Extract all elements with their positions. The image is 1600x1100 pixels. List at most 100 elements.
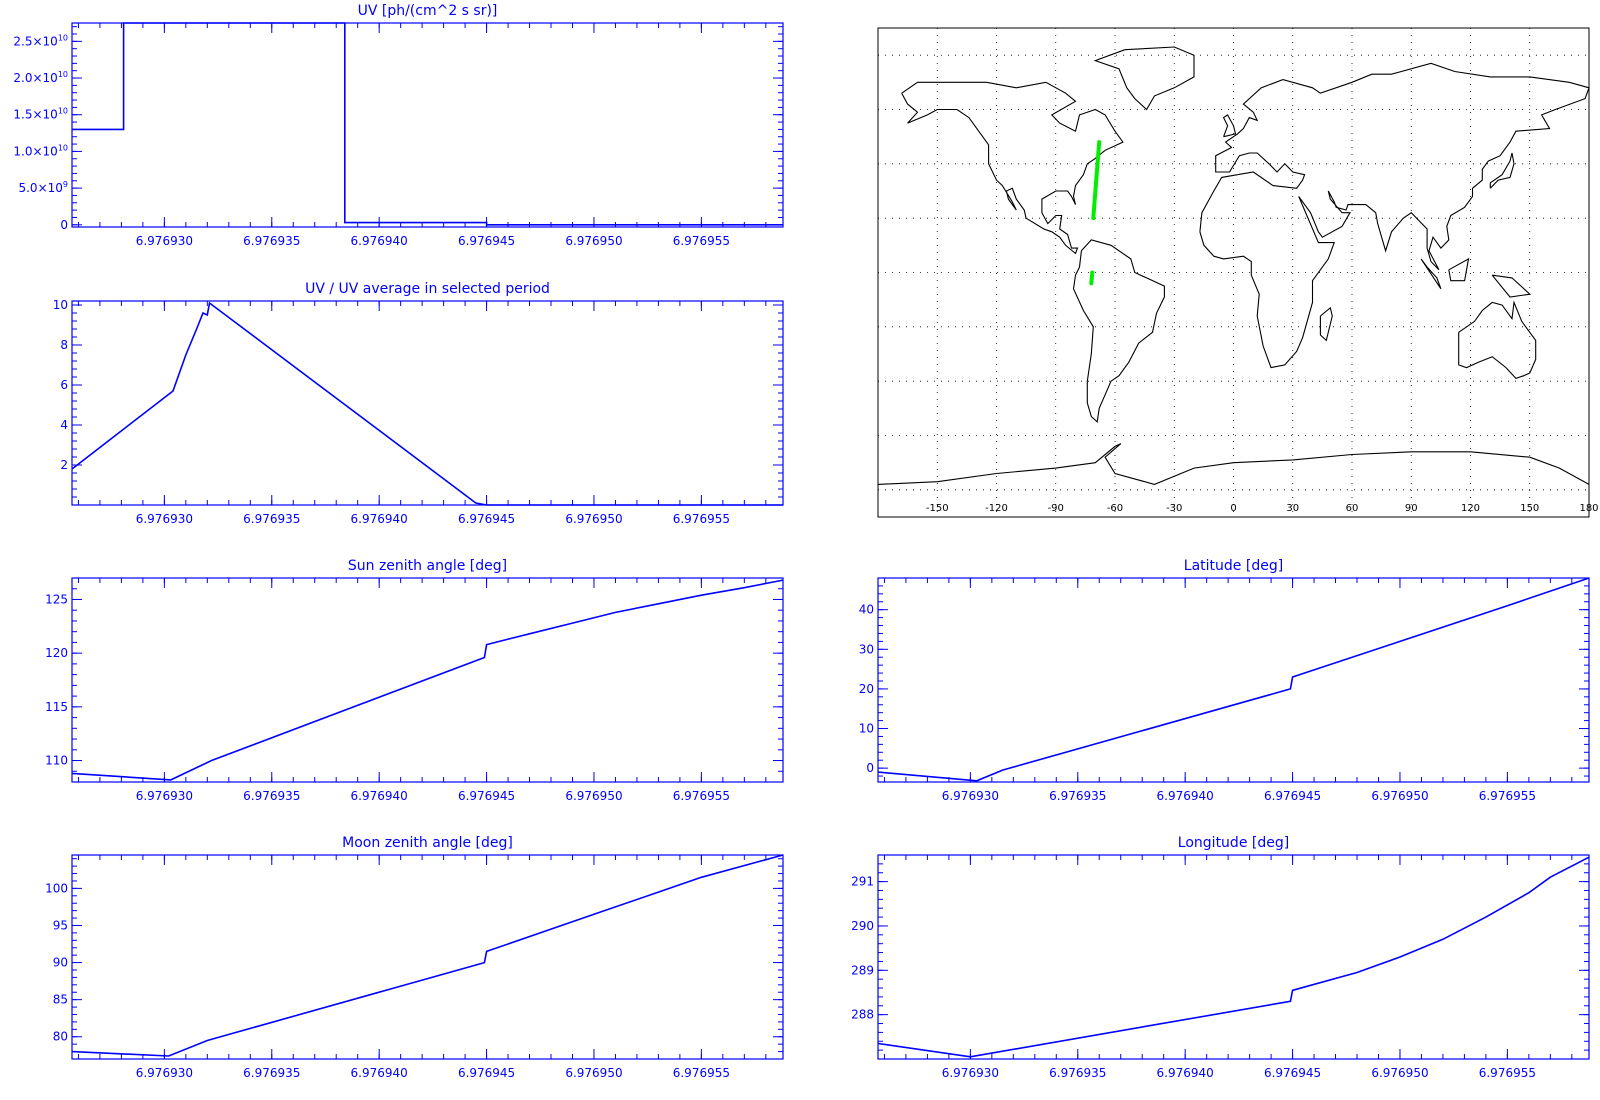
- x-tick-label: 6.976940: [351, 789, 408, 803]
- y-tick-label: 6: [60, 378, 68, 392]
- x-tick-label: 6.976930: [942, 789, 999, 803]
- coastline: [1199, 62, 1590, 369]
- x-tick-label: 6.976955: [673, 1066, 730, 1080]
- x-tick-label: 6.976950: [1371, 789, 1428, 803]
- coastline: [1489, 152, 1515, 189]
- x-tick-label: 6.976950: [565, 512, 622, 526]
- y-tick-label: 10: [53, 298, 68, 312]
- x-tick-label: 6.976945: [1264, 789, 1321, 803]
- longitude-label: 180: [1579, 503, 1598, 514]
- longitude-label: 60: [1346, 503, 1359, 514]
- y-tick-label: 4: [60, 418, 68, 432]
- chart-title: Moon zenith angle [deg]: [342, 835, 513, 851]
- x-tick-label: 6.976945: [458, 789, 515, 803]
- y-tick-label: 2.5×1010: [13, 33, 68, 48]
- x-tick-label: 6.976935: [243, 234, 300, 248]
- chart-moon-zenith: Moon zenith angle [deg] 6.976930 6.976935 6…: [45, 835, 784, 1080]
- series-line: [877, 856, 1590, 1058]
- x-tick-label: 6.976945: [1264, 1066, 1321, 1080]
- longitude-label: -90: [1048, 503, 1064, 514]
- coastline: [1093, 46, 1195, 111]
- y-tick-label: 120: [45, 646, 68, 660]
- y-tick-label: 2.0×1010: [13, 70, 68, 85]
- x-tick-label: 6.976945: [458, 1066, 515, 1080]
- series-line: [72, 22, 783, 226]
- coastline: [1319, 306, 1333, 342]
- chart-title: Latitude [deg]: [1184, 558, 1283, 574]
- y-tick-label: 125: [45, 592, 68, 606]
- x-tick-label: 6.976940: [351, 512, 408, 526]
- x-tick-label: 6.976950: [1371, 1066, 1428, 1080]
- y-tick-label: 291: [851, 875, 874, 889]
- longitude-label: -60: [1107, 503, 1123, 514]
- y-tick-label: 90: [53, 956, 68, 970]
- chart-title: UV / UV average in selected period: [305, 281, 550, 297]
- x-tick-label: 6.976940: [1157, 1066, 1214, 1080]
- longitude-label: 30: [1286, 503, 1299, 514]
- x-tick-label: 6.976940: [1157, 789, 1214, 803]
- x-tick-label: 6.976955: [673, 234, 730, 248]
- y-tick-label: 5.0×109: [18, 180, 68, 195]
- x-tick-label: 6.976940: [351, 234, 408, 248]
- chart-uv: UV [ph/(cm^2 s sr)] 6.976930 6.976935 6.976…: [13, 3, 784, 248]
- series-line: [71, 854, 784, 1057]
- chart-sun-zenith: Sun zenith angle [deg] 6.976930 6.976935 6.…: [45, 558, 784, 803]
- ground-track-segment: [1089, 270, 1095, 286]
- plot-frame: [71, 577, 784, 783]
- y-tick-label: 0: [866, 761, 874, 775]
- longitude-label: 0: [1230, 503, 1236, 514]
- x-tick-label: 6.976930: [136, 512, 193, 526]
- y-tick-label: 1.0×1010: [13, 143, 68, 158]
- y-tick-label: 100: [45, 881, 68, 895]
- x-tick-label: 6.976955: [1479, 1066, 1536, 1080]
- x-tick-label: 6.976935: [1049, 789, 1106, 803]
- coastline: [1420, 258, 1442, 290]
- y-tick-label: 1.5×1010: [13, 107, 68, 122]
- coastline: [1222, 114, 1237, 138]
- x-tick-label: 6.976945: [458, 234, 515, 248]
- coastline: [1491, 274, 1532, 298]
- longitude-label: 150: [1520, 503, 1539, 514]
- y-tick-label: 20: [859, 682, 874, 696]
- chart-title: Longitude [deg]: [1178, 835, 1289, 851]
- x-tick-label: 6.976945: [458, 512, 515, 526]
- x-tick-label: 6.976955: [673, 512, 730, 526]
- y-tick-label: 40: [859, 603, 874, 617]
- x-tick-label: 6.976930: [136, 789, 193, 803]
- y-tick-label: 30: [859, 642, 874, 656]
- y-tick-label: 0: [60, 218, 68, 232]
- series-line: [877, 577, 1590, 782]
- x-tick-label: 6.976935: [243, 512, 300, 526]
- longitude-label: -150: [926, 503, 949, 514]
- plot-frame: [71, 854, 784, 1060]
- chart-longitude: Longitude [deg] 6.976930 6.976935 6.976940 6…: [851, 835, 1590, 1080]
- longitude-label: 120: [1461, 503, 1480, 514]
- series-line: [71, 579, 784, 781]
- x-tick-label: 6.976935: [243, 789, 300, 803]
- y-tick-label: 95: [53, 918, 68, 932]
- longitude-label: 90: [1405, 503, 1418, 514]
- x-tick-label: 6.976930: [942, 1066, 999, 1080]
- plot-frame: [71, 22, 784, 228]
- y-tick-label: 288: [851, 1008, 874, 1022]
- coastline: [1448, 257, 1470, 282]
- x-tick-label: 6.976950: [565, 789, 622, 803]
- coastline: [901, 81, 1124, 255]
- ground-track: [1091, 140, 1102, 221]
- y-tick-label: 85: [53, 993, 68, 1007]
- plot-frame: [877, 854, 1590, 1060]
- chart-latitude: Latitude [deg] 6.976930 6.976935 6.976940 6.…: [859, 558, 1590, 803]
- y-tick-label: 10: [859, 722, 874, 736]
- coastline: [877, 443, 1590, 485]
- y-tick-label: 80: [53, 1030, 68, 1044]
- longitude-label: -30: [1166, 503, 1182, 514]
- y-tick-label: 115: [45, 700, 68, 714]
- chart-title: Sun zenith angle [deg]: [348, 558, 507, 574]
- plot-frame: [877, 577, 1590, 783]
- x-tick-label: 6.976940: [351, 1066, 408, 1080]
- longitude-label: -120: [985, 503, 1008, 514]
- y-tick-label: 8: [60, 338, 68, 352]
- x-tick-label: 6.976935: [243, 1066, 300, 1080]
- chart-uv-ratio: UV / UV average in selected period 6.9769…: [53, 281, 784, 526]
